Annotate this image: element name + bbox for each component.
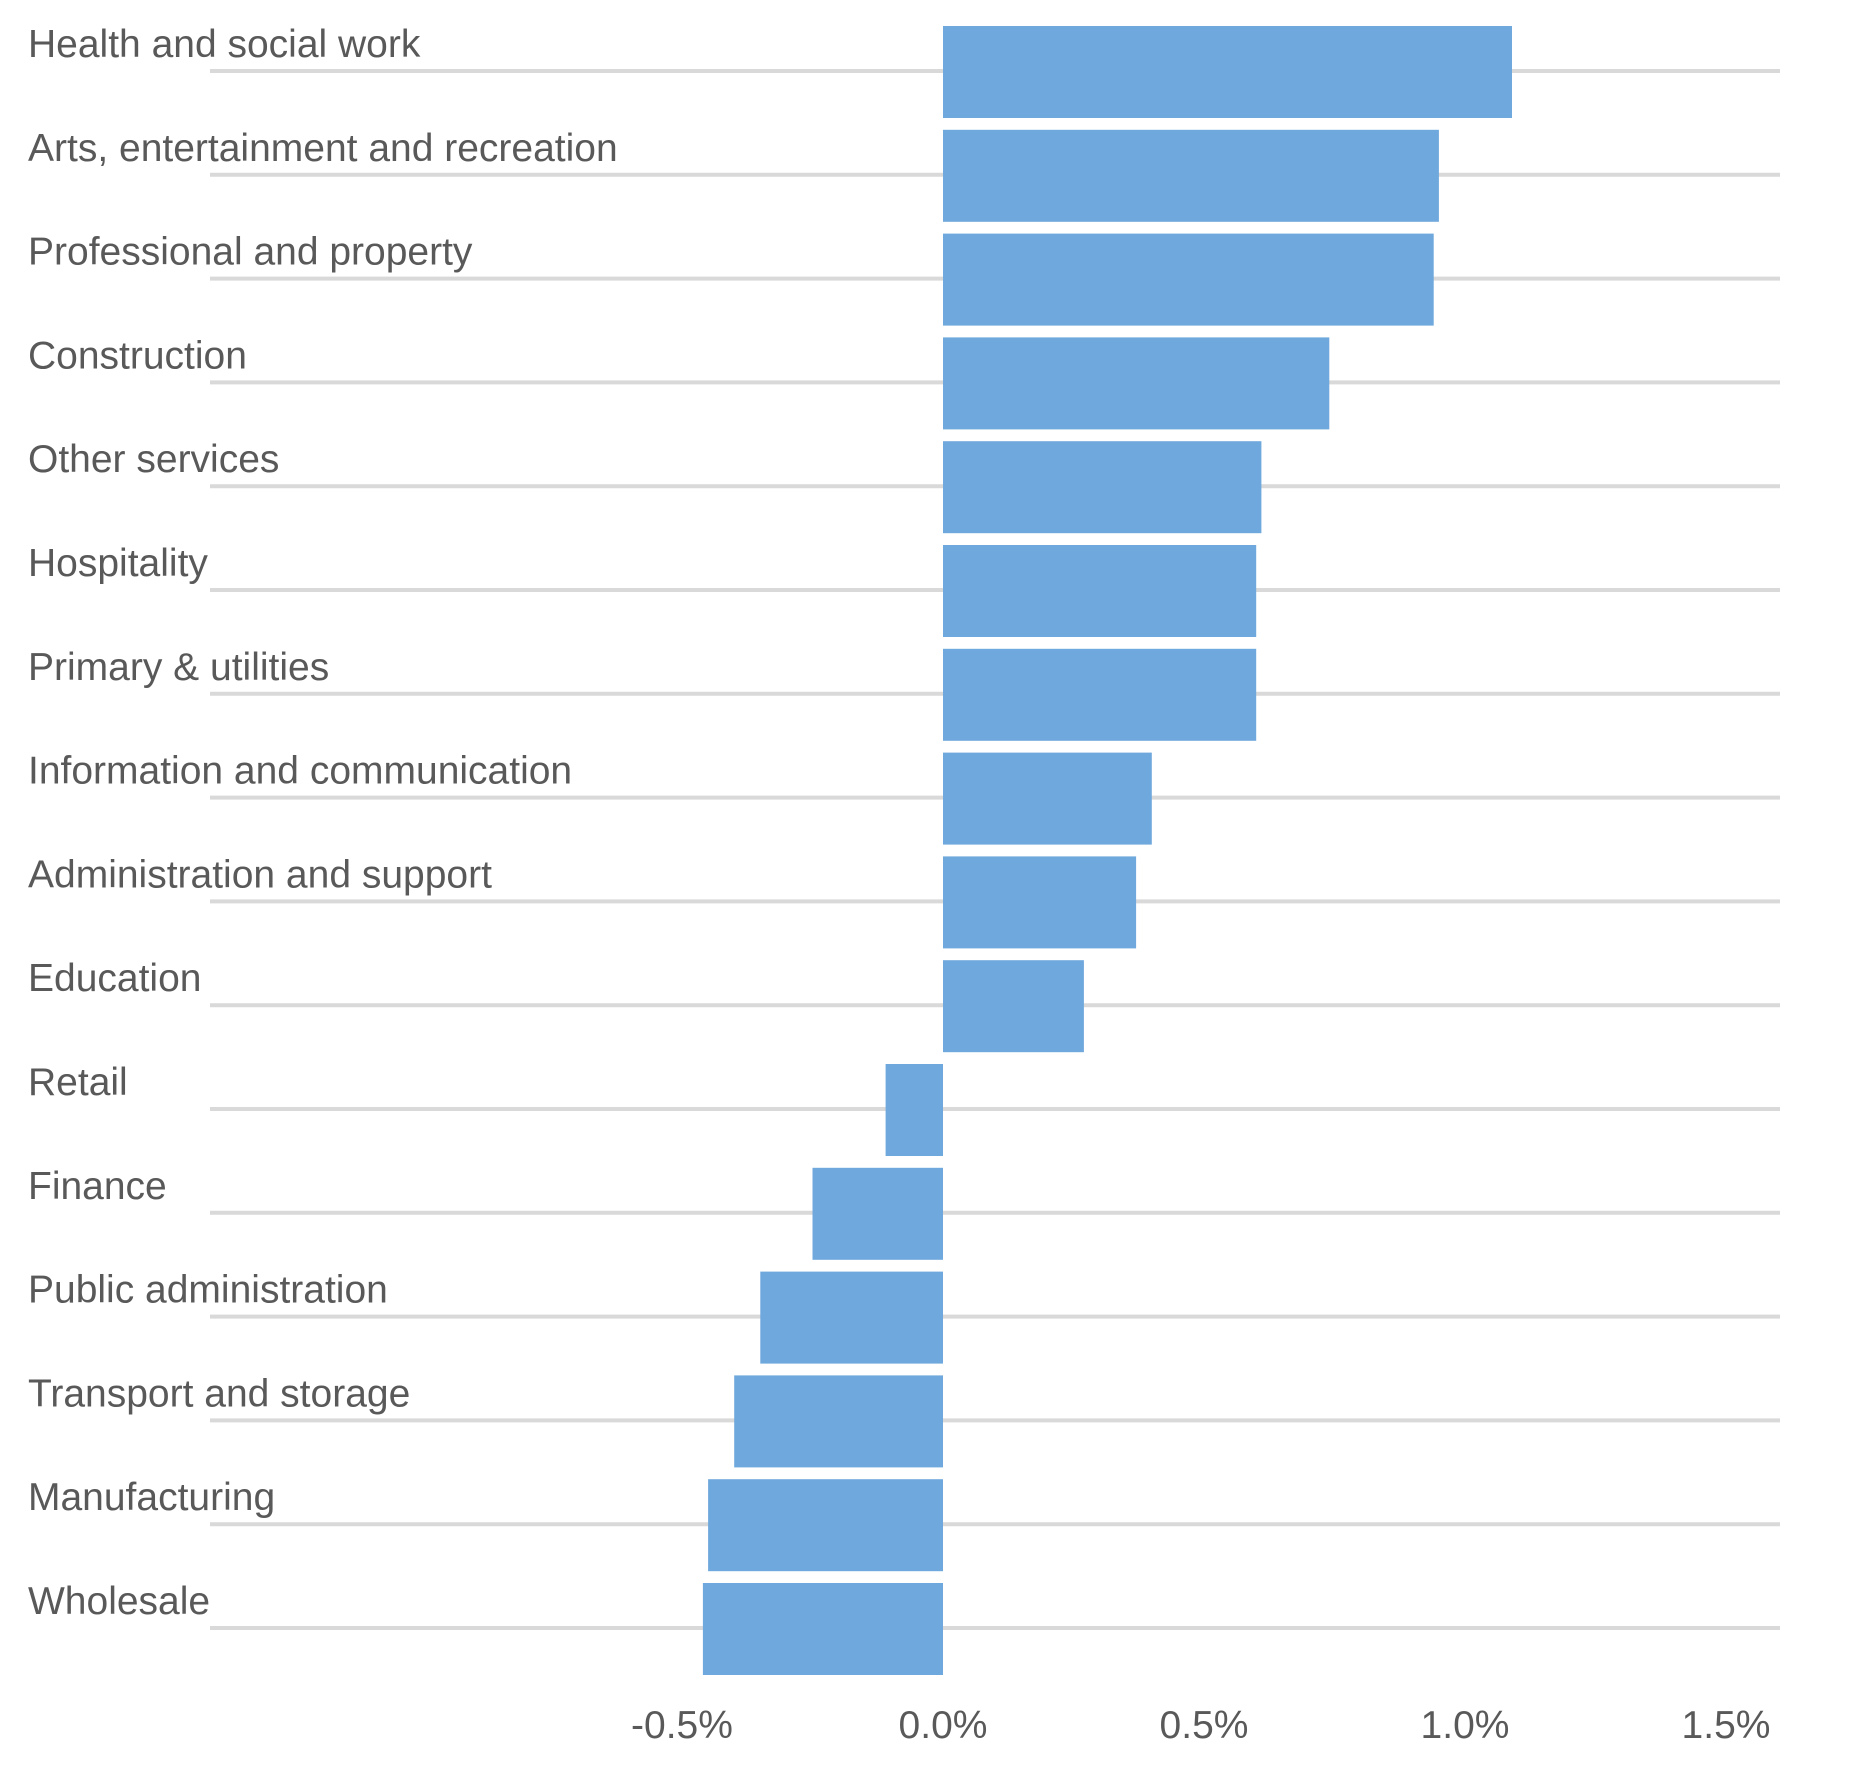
- category-label: Primary & utilities: [28, 646, 329, 689]
- bar: [943, 129, 1439, 222]
- bar: [812, 1167, 943, 1260]
- bar: [885, 1064, 943, 1156]
- x-tick-label: 1.5%: [1682, 1704, 1771, 1747]
- bar: [943, 960, 1084, 1053]
- bar: [943, 26, 1512, 118]
- bar: [734, 1375, 943, 1468]
- category-label: Administration and support: [28, 853, 492, 896]
- category-label: Public administration: [28, 1269, 388, 1312]
- bar: [943, 337, 1330, 430]
- category-label: Hospitality: [28, 542, 208, 585]
- bar: [943, 233, 1434, 326]
- x-tick-label: 0.5%: [1160, 1704, 1249, 1747]
- category-label: Other services: [28, 438, 279, 481]
- bar: [943, 752, 1152, 845]
- category-label: Professional and property: [28, 231, 473, 274]
- category-label: Finance: [28, 1165, 167, 1208]
- category-label: Education: [28, 957, 201, 1000]
- bar: [702, 1583, 943, 1675]
- bar: [943, 648, 1257, 741]
- x-axis-tick-labels: -0.5% 0.0% 0.5% 1.0% 1.5%: [631, 1704, 1770, 1747]
- x-tick-label: -0.5%: [631, 1704, 733, 1747]
- x-tick-label: 1.0%: [1421, 1704, 1510, 1747]
- bar: [943, 856, 1137, 949]
- category-label: Manufacturing: [28, 1476, 275, 1519]
- bars: [702, 26, 1512, 1675]
- category-label: Wholesale: [28, 1580, 210, 1623]
- category-label: Transport and storage: [28, 1372, 410, 1415]
- category-label: Retail: [28, 1061, 128, 1104]
- category-label: Information and communication: [28, 750, 572, 793]
- category-label: Construction: [28, 334, 247, 377]
- x-tick-label: 0.0%: [899, 1704, 988, 1747]
- category-labels: Health and social work Arts, entertainmen…: [28, 23, 618, 1623]
- bar: [708, 1479, 943, 1572]
- bar: [943, 545, 1257, 637]
- bar: [760, 1271, 943, 1364]
- category-label: Arts, entertainment and recreation: [28, 127, 618, 170]
- bar: [943, 441, 1262, 534]
- category-label: Health and social work: [28, 23, 421, 66]
